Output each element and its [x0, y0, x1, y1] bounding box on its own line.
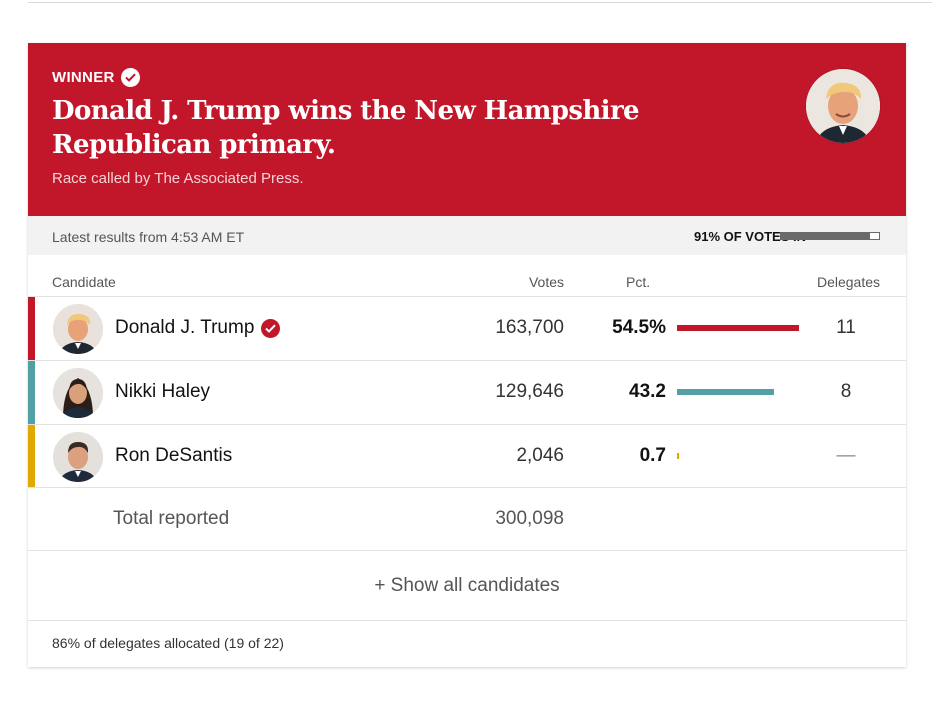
candidate-row-desantis: Ron DeSantis 2,046 0.7 — [28, 424, 906, 488]
candidate-row-trump: Donald J. Trump 163,700 54.5% 11 [28, 296, 906, 360]
candidate-pct: 54.5% [612, 317, 666, 338]
party-color-stripe [28, 425, 35, 488]
candidate-name: Donald J. Trump [115, 317, 281, 339]
candidate-pct: 0.7 [639, 445, 666, 466]
winner-text: WINNER [52, 69, 115, 86]
show-all-row: + Show all candidates [28, 550, 906, 621]
race-called-note: Race called by The Associated Press. [52, 170, 304, 187]
candidate-delegates: 8 [840, 381, 852, 402]
candidate-row-haley: Nikki Haley 129,646 43.2 8 [28, 360, 906, 424]
candidate-votes: 129,646 [495, 381, 564, 402]
winner-banner: WINNER Donald J. Trump wins the New Hamp… [28, 43, 906, 216]
winner-photo [806, 69, 880, 143]
results-status-bar: Latest results from 4:53 AM ET 91% OF VO… [28, 216, 906, 255]
candidate-votes: 163,700 [495, 317, 564, 338]
votes-in-progress-fill [781, 233, 871, 239]
check-circle-icon [261, 318, 281, 338]
headline: Donald J. Trump wins the New Hampshire R… [52, 96, 640, 160]
pct-bar [677, 389, 774, 395]
pct-bar [677, 453, 679, 459]
latest-results-time: Latest results from 4:53 AM ET [52, 229, 245, 245]
total-votes: 300,098 [495, 508, 564, 529]
avatar [53, 368, 103, 418]
votes-in-label: 91% OF VOTES IN [694, 229, 806, 244]
delegates-allocated-note: 86% of delegates allocated (19 of 22) [52, 635, 284, 651]
candidate-name-text: Ron DeSantis [115, 445, 233, 466]
header-pct: Pct. [626, 274, 651, 290]
avatar [53, 304, 103, 354]
top-divider [28, 2, 932, 3]
candidate-name: Ron DeSantis [115, 445, 232, 467]
avatar [53, 432, 103, 482]
header-candidate: Candidate [52, 274, 116, 290]
candidate-name: Nikki Haley [115, 381, 210, 403]
total-label: Total reported [113, 508, 230, 529]
candidate-delegates: 11 [836, 317, 856, 338]
footer-row: 86% of delegates allocated (19 of 22) [28, 620, 906, 668]
candidate-name-text: Donald J. Trump [115, 317, 255, 338]
results-card: WINNER Donald J. Trump wins the New Hamp… [28, 43, 906, 667]
votes-in-progress-bar [780, 232, 880, 240]
total-row: Total reported 300,098 [28, 487, 906, 550]
candidate-votes: 2,046 [516, 445, 564, 466]
candidate-name-text: Nikki Haley [115, 381, 211, 402]
header-delegates: Delegates [816, 274, 880, 290]
party-color-stripe [28, 297, 35, 360]
candidate-pct: 43.2 [629, 381, 666, 402]
show-all-candidates-button[interactable]: + Show all candidates [374, 575, 560, 596]
check-circle-icon [120, 68, 140, 87]
candidate-delegates: — [836, 445, 856, 466]
winner-label: WINNER [52, 68, 140, 87]
party-color-stripe [28, 361, 35, 424]
header-votes: Votes [528, 274, 564, 290]
pct-bar [677, 325, 799, 331]
